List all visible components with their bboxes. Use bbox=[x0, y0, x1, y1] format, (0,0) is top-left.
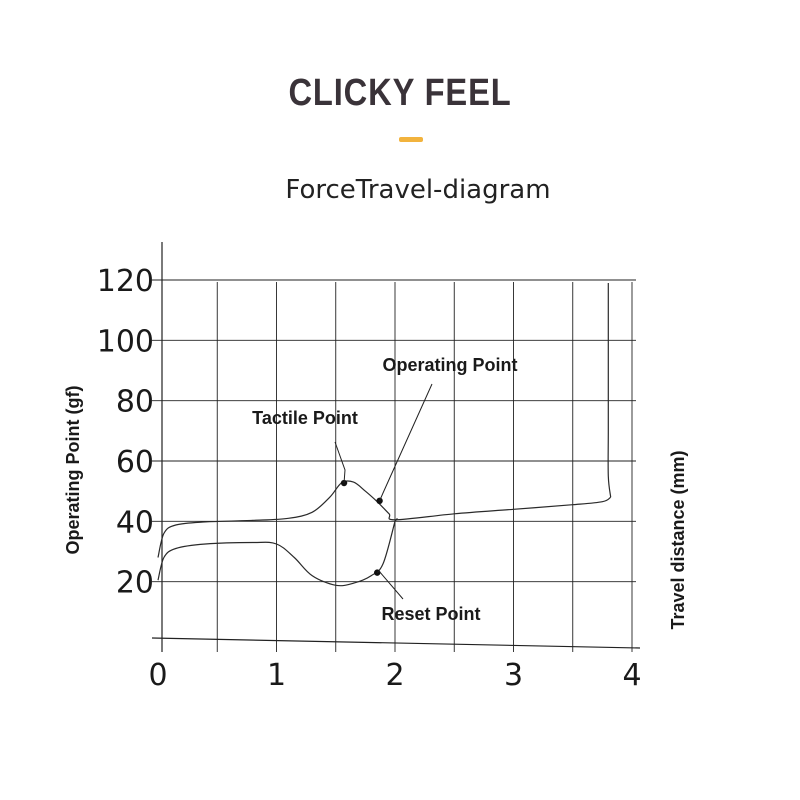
annotation-leader bbox=[376, 570, 404, 600]
annotation-label: Tactile Point bbox=[252, 408, 358, 428]
page-title: CLICKY FEEL bbox=[288, 72, 512, 114]
x-tick-label: 2 bbox=[385, 658, 404, 693]
series-lines bbox=[157, 283, 612, 587]
y-tick-label: 40 bbox=[116, 505, 154, 540]
annotation-point bbox=[376, 497, 383, 505]
annotation-leader bbox=[379, 383, 433, 502]
accent-bar bbox=[399, 137, 423, 142]
series-line-press-curve bbox=[157, 480, 612, 558]
tick-labels: 0 1 2 3 4 20 40 60 80 100 120 bbox=[97, 264, 642, 693]
annotation-label: Operating Point bbox=[383, 355, 518, 375]
x-axis-line bbox=[151, 637, 641, 649]
curve-join bbox=[394, 517, 398, 522]
y-tick-label: 80 bbox=[116, 385, 154, 420]
annotation-leader bbox=[334, 441, 346, 484]
x-tick-label: 3 bbox=[504, 658, 523, 693]
y-axis-label: Operating Point (gf) bbox=[63, 386, 83, 555]
annotation-label: Reset Point bbox=[381, 604, 480, 624]
y-tick-label: 60 bbox=[116, 445, 154, 480]
y-tick-label: 100 bbox=[97, 324, 154, 359]
x-axis-label: Travel distance (mm) bbox=[668, 450, 688, 629]
annotation-point bbox=[374, 569, 381, 576]
series-line-release-curve bbox=[157, 521, 396, 587]
annotation-point bbox=[340, 479, 348, 487]
x-tick-label: 0 bbox=[148, 658, 167, 693]
series-line-bottom-out-curve bbox=[607, 283, 612, 498]
chart-title: ForceTravel-diagram bbox=[285, 175, 550, 205]
x-tick-label: 1 bbox=[267, 658, 286, 693]
y-tick-label: 120 bbox=[97, 264, 154, 299]
x-tick-label: 4 bbox=[622, 658, 641, 693]
y-tick-label: 20 bbox=[116, 566, 154, 601]
annotations: Tactile Point Operating Point Reset Point bbox=[252, 355, 517, 624]
